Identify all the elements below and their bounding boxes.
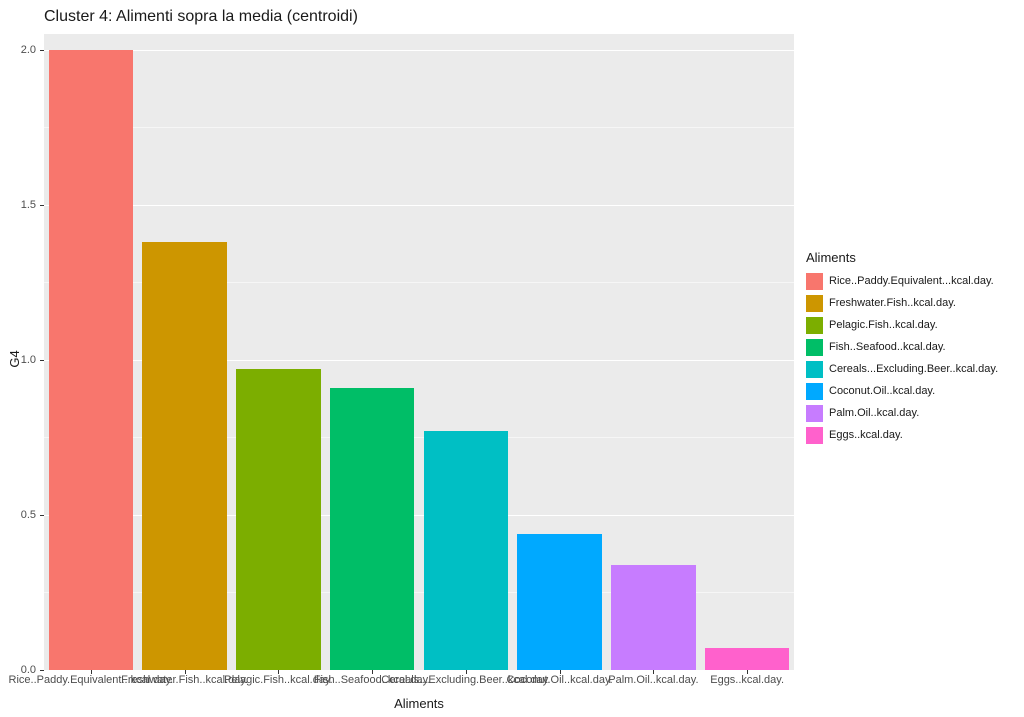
y-tick-label: 1.0: [0, 354, 36, 366]
legend-item: Cereals...Excluding.Beer..kcal.day.: [806, 359, 998, 379]
chart-figure: Cluster 4: Alimenti sopra la media (cent…: [0, 0, 1024, 717]
y-tick-mark: [40, 670, 44, 671]
gridline-major: [44, 50, 794, 51]
legend-item: Palm.Oil..kcal.day.: [806, 403, 998, 423]
legend-title: Aliments: [806, 250, 998, 265]
x-tick-mark: [185, 670, 186, 674]
legend-item: Rice..Paddy.Equivalent...kcal.day.: [806, 271, 998, 291]
y-tick-mark: [40, 205, 44, 206]
legend-item: Coconut.Oil..kcal.day.: [806, 381, 998, 401]
legend-label: Eggs..kcal.day.: [829, 429, 903, 441]
bar: [236, 369, 320, 670]
gridline-major: [44, 670, 794, 671]
legend-label: Palm.Oil..kcal.day.: [829, 407, 919, 419]
chart-title: Cluster 4: Alimenti sopra la media (cent…: [44, 8, 358, 26]
legend-item: Pelagic.Fish..kcal.day.: [806, 315, 998, 335]
bar: [330, 388, 414, 670]
x-tick-mark: [91, 670, 92, 674]
legend-label: Pelagic.Fish..kcal.day.: [829, 319, 938, 331]
legend-swatch: [806, 427, 823, 444]
y-tick-label: 0.5: [0, 509, 36, 521]
legend-swatch: [806, 295, 823, 312]
y-tick-mark: [40, 360, 44, 361]
x-tick-mark: [653, 670, 654, 674]
y-tick-mark: [40, 515, 44, 516]
legend-swatch: [806, 339, 823, 356]
x-axis-label: Aliments: [44, 696, 794, 711]
x-tick-mark: [278, 670, 279, 674]
legend-item: Eggs..kcal.day.: [806, 425, 998, 445]
legend-label: Coconut.Oil..kcal.day.: [829, 385, 935, 397]
legend-label: Freshwater.Fish..kcal.day.: [829, 297, 956, 309]
legend-swatch: [806, 317, 823, 334]
bar: [142, 242, 226, 670]
bar: [517, 534, 601, 671]
y-tick-label: 2.0: [0, 44, 36, 56]
x-tick-mark: [372, 670, 373, 674]
legend-label: Fish..Seafood..kcal.day.: [829, 341, 946, 353]
legend-swatch: [806, 361, 823, 378]
x-tick-mark: [560, 670, 561, 674]
bar: [705, 648, 789, 670]
y-tick-mark: [40, 50, 44, 51]
gridline-major: [44, 205, 794, 206]
x-tick-label: Coconut.Oil..kcal.day.: [507, 674, 613, 686]
legend: Aliments Rice..Paddy.Equivalent...kcal.d…: [806, 250, 998, 447]
x-tick-mark: [466, 670, 467, 674]
bar: [611, 565, 695, 670]
legend-item: Freshwater.Fish..kcal.day.: [806, 293, 998, 313]
x-tick-mark: [747, 670, 748, 674]
x-tick-label: Eggs..kcal.day.: [710, 674, 784, 686]
legend-item: Fish..Seafood..kcal.day.: [806, 337, 998, 357]
plot-panel: [44, 34, 794, 670]
y-tick-label: 1.5: [0, 199, 36, 211]
x-tick-label: Palm.Oil..kcal.day.: [608, 674, 698, 686]
gridline-minor: [44, 127, 794, 128]
bar: [424, 431, 508, 670]
legend-swatch: [806, 383, 823, 400]
bar: [49, 50, 133, 670]
legend-swatch: [806, 405, 823, 422]
legend-label: Cereals...Excluding.Beer..kcal.day.: [829, 363, 998, 375]
legend-swatch: [806, 273, 823, 290]
legend-label: Rice..Paddy.Equivalent...kcal.day.: [829, 275, 994, 287]
